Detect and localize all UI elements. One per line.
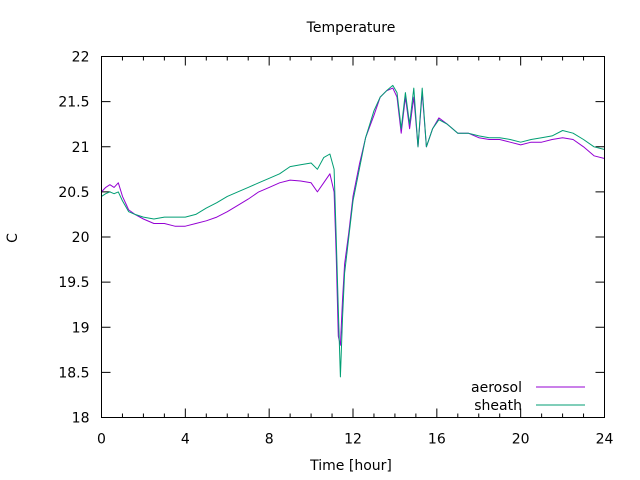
legend-label-sheath: sheath [474,398,522,414]
y-axis-label: C [5,233,21,243]
y-tick-label: 20.5 [58,185,89,201]
y-tick-label: 21 [72,140,90,156]
x-tick-label: 12 [344,432,362,448]
chart-title: Temperature [306,20,396,36]
y-tick-label: 18.5 [58,365,89,381]
x-tick-label: 0 [97,432,106,448]
y-tick-label: 22 [72,50,90,66]
x-tick-label: 20 [512,432,530,448]
y-tick-label: 21.5 [58,95,89,111]
y-tick-label: 19.5 [58,275,89,291]
y-tick-label: 18 [72,411,90,427]
y-tick-label: 19 [72,320,90,336]
series-line-sheath [101,84,605,378]
x-tick-label: 16 [428,432,446,448]
x-tick-label: 8 [265,432,274,448]
plot-frame [101,56,605,418]
series-line-aerosol [101,87,605,346]
x-axis-label: Time [hour] [309,458,392,474]
x-tick-label: 4 [181,432,190,448]
legend: aerosol sheath [471,380,585,414]
legend-label-aerosol: aerosol [471,380,522,396]
x-tick-label: 24 [596,432,614,448]
y-tick-label: 20 [72,230,90,246]
